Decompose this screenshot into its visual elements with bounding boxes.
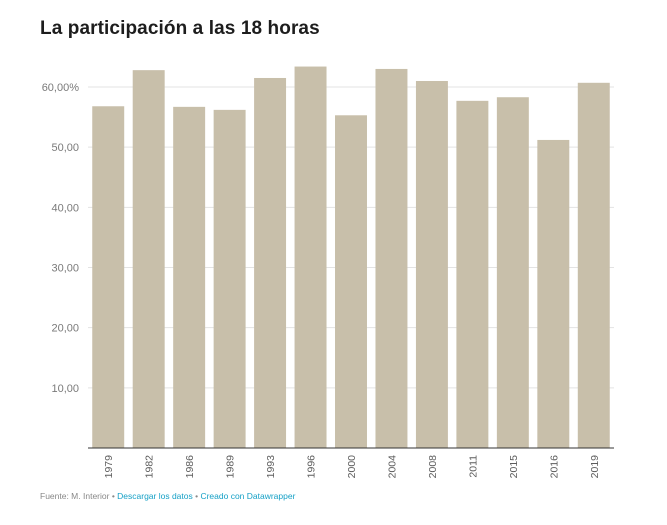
bars [92, 66, 610, 449]
x-tick-label: 2015 [508, 455, 520, 479]
x-tick-label: 1993 [265, 455, 277, 479]
x-tick-label: 1982 [144, 455, 156, 479]
bar-2011 [456, 100, 489, 449]
bar-2016 [537, 139, 570, 449]
x-tick-label: 2019 [589, 455, 601, 479]
source-text: Fuente: M. Interior [40, 491, 110, 501]
x-tick-label: 2008 [427, 455, 439, 479]
x-tick-labels: 1979 1982 1986 1989 1993 1996 2000 2004 2008 2011… [103, 455, 601, 479]
x-tick-label: 1986 [184, 455, 196, 479]
x-tick-label: 1996 [306, 455, 318, 479]
download-data-link[interactable]: Descargar los datos [117, 491, 193, 501]
x-tick-label: 1989 [225, 455, 237, 479]
y-tick-label: 60,00% [42, 82, 80, 94]
y-tick-label: 20,00 [51, 323, 79, 335]
bar-1986 [173, 106, 206, 448]
bar-1996 [294, 66, 327, 448]
bar-2008 [415, 80, 448, 448]
datawrapper-credit-link[interactable]: Creado con Datawrapper [200, 491, 296, 501]
footer: Fuente: M. Interior • Descargar los dato… [40, 491, 295, 501]
y-tick-label: 10,00 [51, 383, 79, 395]
bar-1979 [92, 106, 125, 449]
x-tick-label: 2000 [346, 455, 358, 479]
y-tick-label: 50,00 [51, 142, 79, 154]
chart-title: La participación a las 18 horas [40, 18, 320, 39]
bar-1993 [254, 77, 287, 448]
bar-2004 [375, 68, 408, 448]
y-tick-label: 30,00 [51, 263, 79, 275]
x-tick-label: 1979 [103, 455, 115, 479]
bar-1989 [213, 109, 246, 448]
bar-2000 [335, 115, 367, 449]
bar-2019 [577, 82, 610, 448]
bar-2015 [496, 97, 529, 448]
x-tick-label: 2011 [467, 455, 479, 478]
bar-1982 [132, 70, 165, 449]
y-tick-labels: 10,00 20,00 30,00 40,00 50,00 60,00% [42, 82, 80, 395]
footer-separator: • [192, 491, 201, 501]
footer-separator: • [109, 491, 118, 501]
x-tick-label: 2016 [548, 455, 560, 479]
x-tick-label: 2004 [386, 455, 398, 479]
y-tick-label: 40,00 [51, 202, 79, 214]
